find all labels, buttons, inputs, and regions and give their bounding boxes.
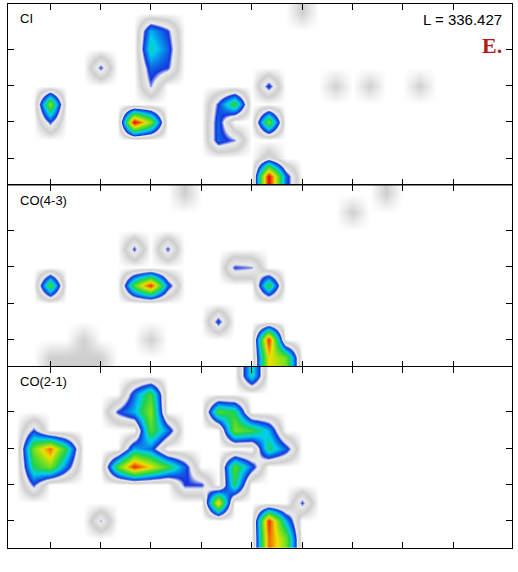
svg-text:CO(2-1): CO(2-1) <box>20 374 67 389</box>
svg-text:E.: E. <box>482 33 502 58</box>
svg-text:L = 336.427: L = 336.427 <box>423 11 502 28</box>
svg-text:CO(4-3): CO(4-3) <box>20 193 67 208</box>
svg-text:CI: CI <box>20 11 33 26</box>
